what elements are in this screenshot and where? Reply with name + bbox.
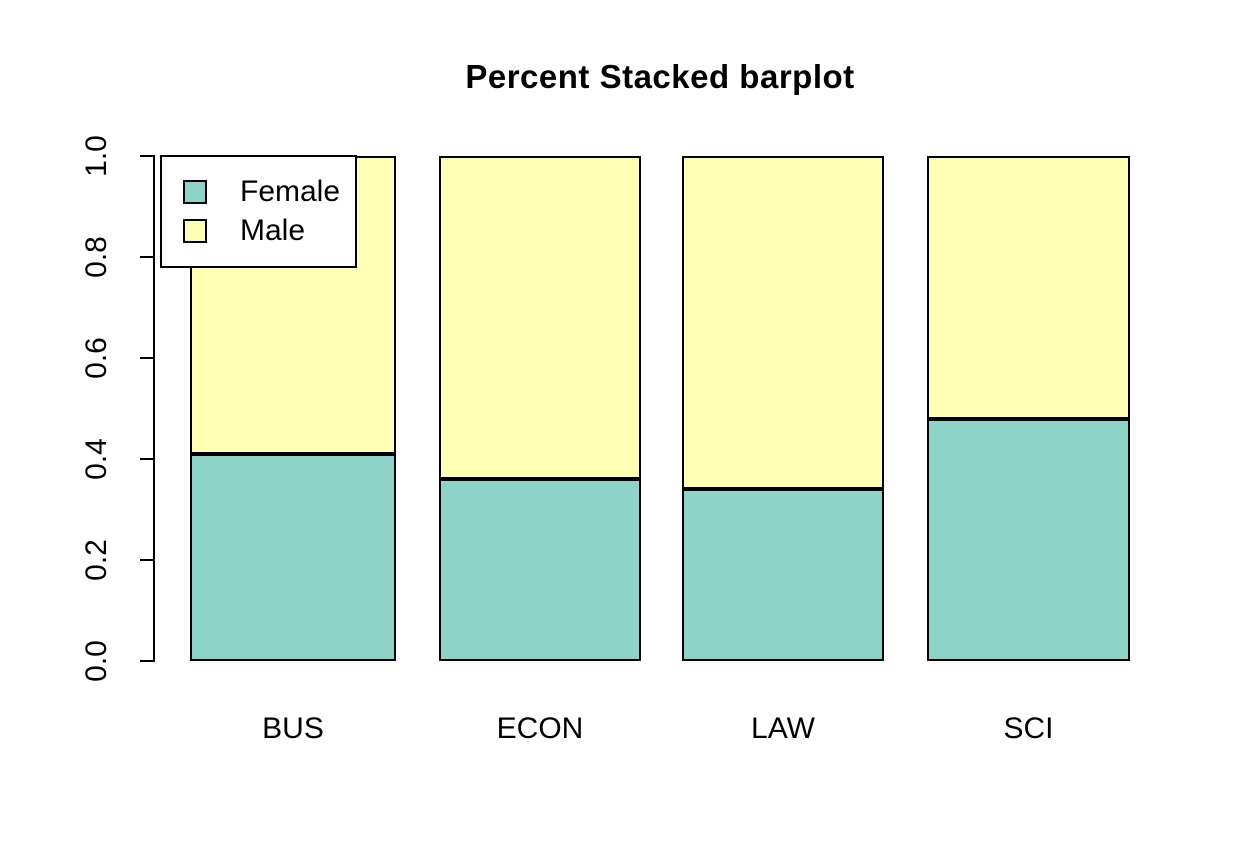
bar-segment-female-BUS [190, 453, 396, 661]
bar-segment-female-ECON [439, 479, 641, 661]
y-tick-label: 0.4 [80, 438, 113, 480]
legend-swatch-icon [183, 180, 207, 204]
y-tick-label: 0.2 [80, 539, 113, 581]
y-tick-label: 0.6 [80, 337, 113, 379]
legend-label: Male [240, 214, 306, 247]
legend-row: Male [183, 216, 355, 246]
y-tick [140, 155, 154, 157]
x-axis-label-BUS: BUS [262, 712, 324, 745]
x-axis-label-ECON: ECON [496, 712, 584, 745]
bar-segment-male-SCI [927, 156, 1130, 419]
bar-segment-male-LAW [682, 156, 884, 490]
legend: Female Male [160, 155, 357, 268]
y-tick-label: 0.8 [80, 236, 113, 278]
y-tick-label: 0.0 [80, 640, 113, 682]
legend-row: Female [183, 177, 355, 207]
x-axis-label-LAW: LAW [751, 712, 815, 745]
y-tick-label: 1.0 [80, 135, 113, 177]
y-axis-line [153, 155, 155, 662]
x-axis-label-SCI: SCI [1003, 712, 1054, 745]
y-tick [140, 660, 154, 662]
bar-segment-female-SCI [927, 418, 1130, 661]
chart-title: Percent Stacked barplot [465, 58, 855, 95]
legend-swatch-icon [183, 219, 207, 243]
y-tick [140, 559, 154, 561]
y-tick [140, 357, 154, 359]
bar-segment-female-LAW [682, 489, 884, 661]
y-tick [140, 256, 154, 258]
legend-label: Female [240, 175, 341, 208]
y-tick [140, 458, 154, 460]
bar-segment-male-ECON [439, 156, 641, 480]
